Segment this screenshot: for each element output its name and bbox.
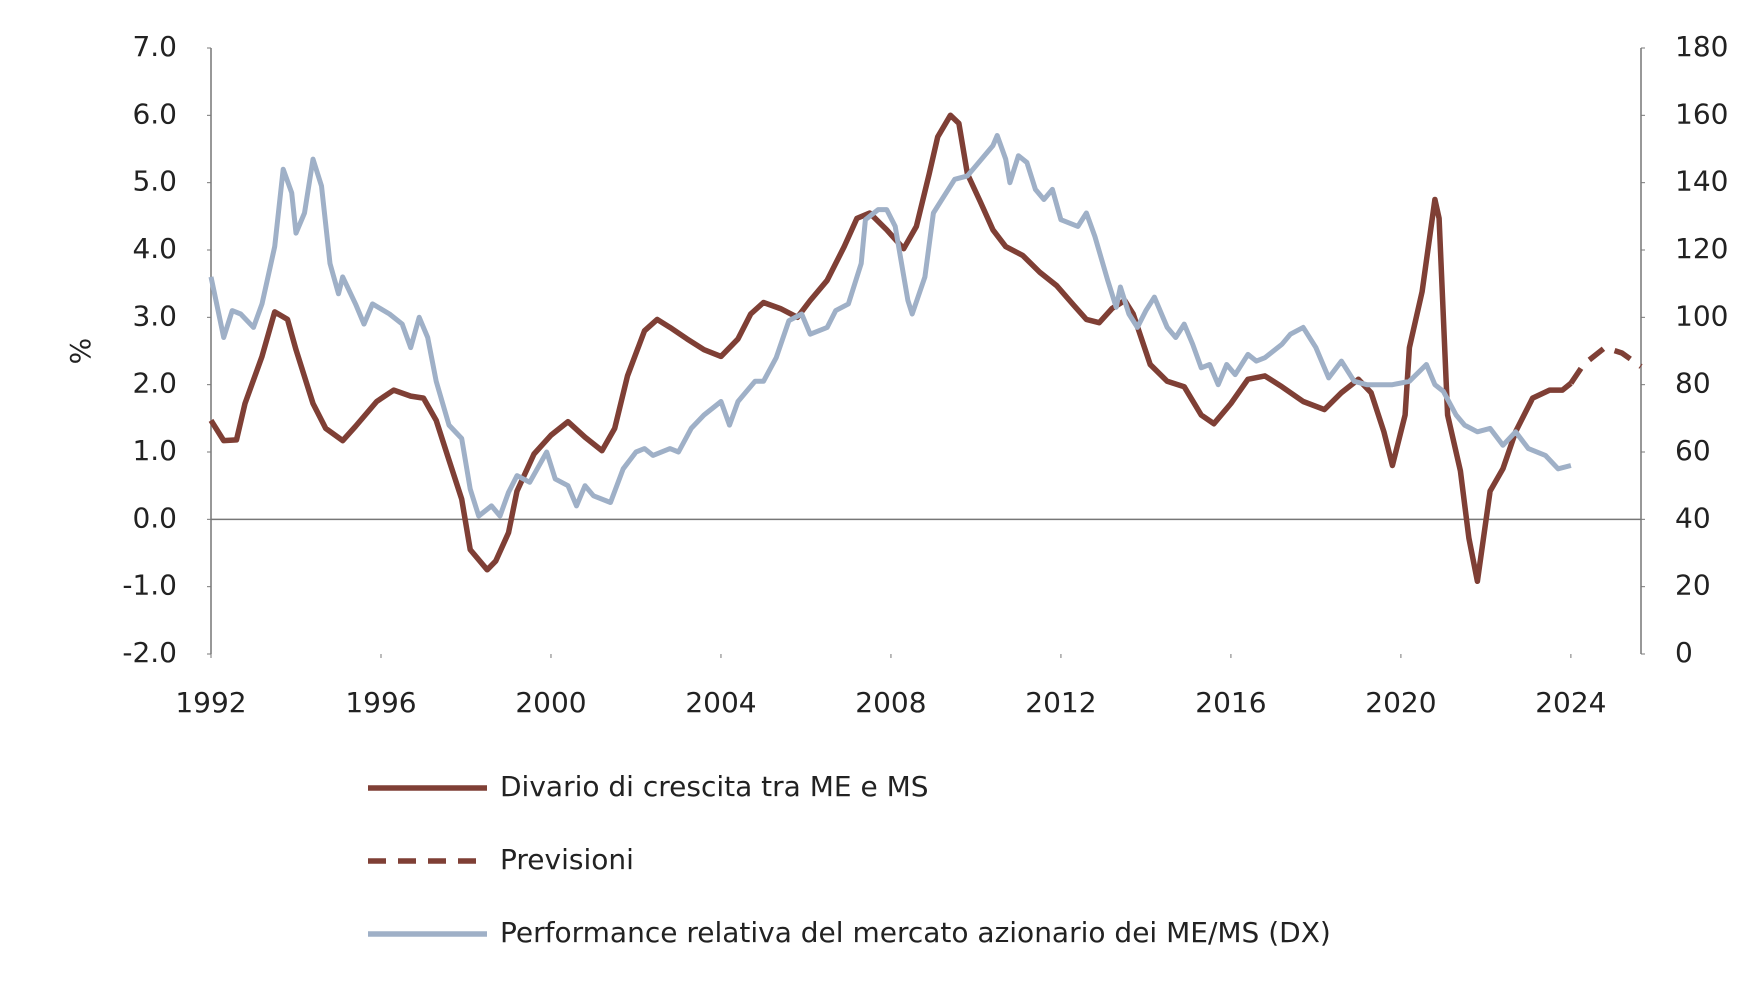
y-tick-label: 0.0	[132, 501, 177, 534]
x-tick-label: 2016	[1195, 686, 1266, 719]
series-line	[1568, 344, 1643, 385]
x-tick-label: 2008	[855, 686, 926, 719]
y2-tick-label: 20	[1675, 569, 1711, 602]
x-tick-label: 2012	[1025, 686, 1096, 719]
x-tick-label: 2004	[685, 686, 756, 719]
y2-tick-label: 120	[1675, 232, 1728, 265]
legend-label: Previsioni	[500, 843, 634, 876]
y2-tick-label: 140	[1675, 165, 1728, 198]
series-line	[208, 133, 1572, 519]
y2-tick-label: 180	[1675, 30, 1728, 63]
y-tick-label: 2.0	[132, 367, 177, 400]
x-tick-label: 1992	[175, 686, 246, 719]
y-tick-label: -2.0	[122, 636, 177, 669]
legend-label: Divario di crescita tra ME e MS	[500, 770, 929, 803]
y2-tick-label: 100	[1675, 299, 1728, 332]
y-tick-label: 3.0	[132, 299, 177, 332]
y-tick-label: 1.0	[132, 434, 177, 467]
x-tick-label: 1996	[345, 686, 416, 719]
y2-tick-label: 80	[1675, 367, 1711, 400]
y-tick-label: 7.0	[132, 30, 177, 63]
legend-label: Performance relativa del mercato azionar…	[500, 916, 1331, 949]
y-tick-label: 4.0	[132, 232, 177, 265]
y2-tick-label: 160	[1675, 97, 1728, 130]
y-tick-label: -1.0	[122, 569, 177, 602]
y2-tick-label: 40	[1675, 501, 1711, 534]
y-tick-label: 6.0	[132, 97, 177, 130]
x-tick-label: 2020	[1365, 686, 1436, 719]
y-tick-label: 5.0	[132, 165, 177, 198]
y2-tick-label: 60	[1675, 434, 1711, 467]
x-tick-label: 2000	[515, 686, 586, 719]
y-axis-label: %	[64, 338, 97, 365]
series-line	[208, 112, 1573, 585]
y2-tick-label: 0	[1675, 636, 1693, 669]
x-tick-label: 2024	[1535, 686, 1606, 719]
